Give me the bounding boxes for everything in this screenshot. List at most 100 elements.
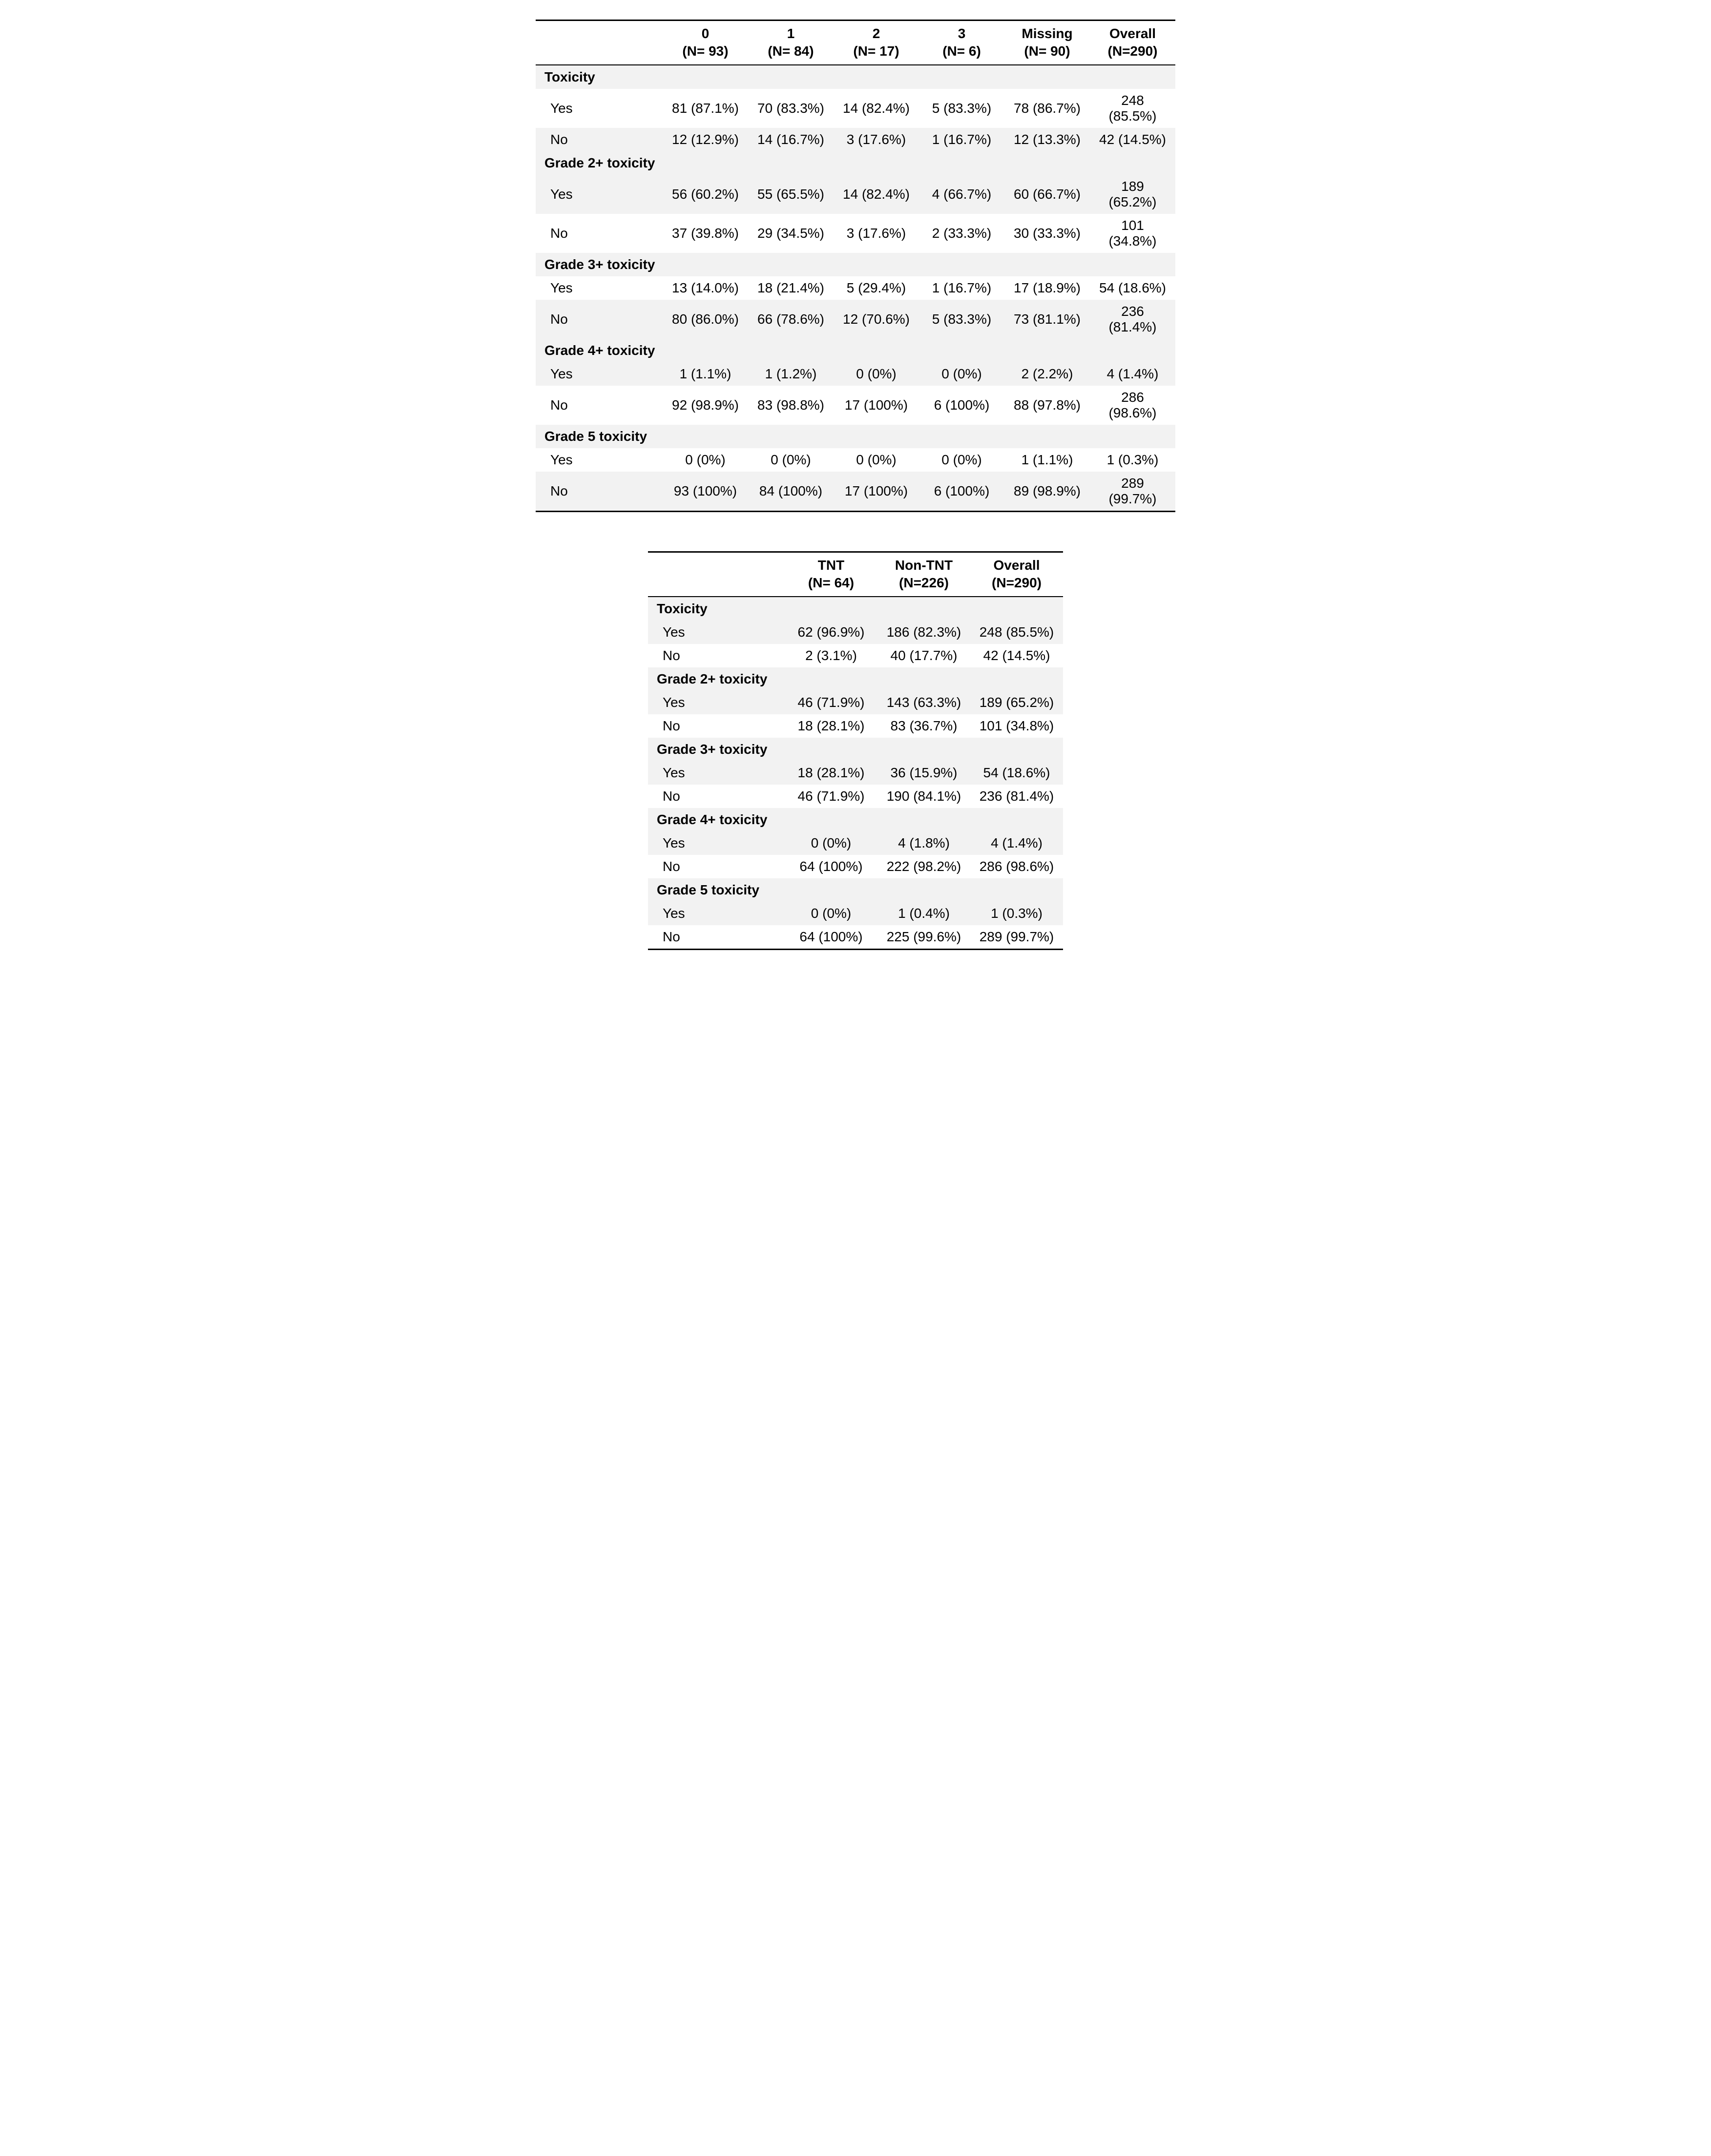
column-header: 0(N= 93): [663, 21, 748, 65]
data-cell: 1 (16.7%): [919, 276, 1004, 300]
data-cell: 2 (33.3%): [919, 214, 1004, 253]
table-row: Yes62 (96.9%)186 (82.3%)248 (85.5%): [648, 621, 1063, 644]
row-label: Yes: [648, 902, 785, 925]
row-label: Yes: [536, 448, 663, 472]
data-cell: 190 (84.1%): [877, 785, 970, 808]
row-label: No: [648, 714, 785, 738]
data-cell: 55 (65.5%): [748, 175, 834, 214]
data-cell: 186 (82.3%): [877, 621, 970, 644]
data-cell: 248 (85.5%): [1090, 89, 1175, 128]
data-cell: 83 (36.7%): [877, 714, 970, 738]
data-cell: 1 (16.7%): [919, 128, 1004, 151]
data-cell: 4 (1.4%): [1090, 362, 1175, 386]
data-cell: 18 (21.4%): [748, 276, 834, 300]
section-title: Grade 4+ toxicity: [536, 339, 1175, 362]
table-row: No18 (28.1%)83 (36.7%)101 (34.8%): [648, 714, 1063, 738]
data-cell: 1 (0.4%): [877, 902, 970, 925]
table-1-container: 0(N= 93)1(N= 84)2(N= 17)3(N= 6)Missing(N…: [10, 20, 1701, 512]
table-row: No46 (71.9%)190 (84.1%)236 (81.4%): [648, 785, 1063, 808]
header-line2: (N=226): [899, 575, 949, 590]
column-header: TNT(N= 64): [785, 552, 877, 596]
header-line1: Overall: [1109, 26, 1156, 41]
data-cell: 6 (100%): [919, 472, 1004, 512]
data-cell: 248 (85.5%): [970, 621, 1063, 644]
data-cell: 29 (34.5%): [748, 214, 834, 253]
data-cell: 143 (63.3%): [877, 691, 970, 714]
header-line1: 2: [873, 26, 880, 41]
data-cell: 14 (82.4%): [834, 89, 919, 128]
data-cell: 222 (98.2%): [877, 855, 970, 878]
data-cell: 60 (66.7%): [1004, 175, 1090, 214]
data-cell: 1 (0.3%): [970, 902, 1063, 925]
data-cell: 14 (16.7%): [748, 128, 834, 151]
row-label: Yes: [648, 691, 785, 714]
data-cell: 1 (0.3%): [1090, 448, 1175, 472]
column-header: Non-TNT (N=226): [877, 552, 970, 596]
data-cell: 189 (65.2%): [970, 691, 1063, 714]
row-label: Yes: [536, 175, 663, 214]
data-cell: 12 (70.6%): [834, 300, 919, 339]
data-cell: 42 (14.5%): [1090, 128, 1175, 151]
data-cell: 0 (0%): [663, 448, 748, 472]
data-cell: 12 (13.3%): [1004, 128, 1090, 151]
header-line1: Overall: [994, 558, 1040, 573]
header-line1: 3: [958, 26, 966, 41]
data-cell: 37 (39.8%): [663, 214, 748, 253]
data-cell: 12 (12.9%): [663, 128, 748, 151]
header-line2: (N=290): [1108, 43, 1158, 59]
data-cell: 5 (83.3%): [919, 300, 1004, 339]
section-title: Toxicity: [648, 597, 1063, 621]
data-cell: 73 (81.1%): [1004, 300, 1090, 339]
data-cell: 78 (86.7%): [1004, 89, 1090, 128]
data-cell: 64 (100%): [785, 855, 877, 878]
data-cell: 14 (82.4%): [834, 175, 919, 214]
data-cell: 46 (71.9%): [785, 691, 877, 714]
row-label: No: [648, 925, 785, 950]
data-cell: 62 (96.9%): [785, 621, 877, 644]
data-cell: 89 (98.9%): [1004, 472, 1090, 512]
row-label: Yes: [648, 831, 785, 855]
table-row: Yes1 (1.1%)1 (1.2%)0 (0%)0 (0%)2 (2.2%)4…: [536, 362, 1175, 386]
table-row: Yes18 (28.1%)36 (15.9%)54 (18.6%): [648, 761, 1063, 785]
data-cell: 92 (98.9%): [663, 386, 748, 425]
table-row: Yes13 (14.0%)18 (21.4%)5 (29.4%)1 (16.7%…: [536, 276, 1175, 300]
data-cell: 1 (1.2%): [748, 362, 834, 386]
data-cell: 80 (86.0%): [663, 300, 748, 339]
data-cell: 66 (78.6%): [748, 300, 834, 339]
toxicity-table-1: 0(N= 93)1(N= 84)2(N= 17)3(N= 6)Missing(N…: [536, 20, 1175, 512]
data-cell: 40 (17.7%): [877, 644, 970, 667]
row-label: No: [648, 644, 785, 667]
data-cell: 5 (83.3%): [919, 89, 1004, 128]
section-title: Grade 4+ toxicity: [648, 808, 1063, 831]
header-line1: 1: [787, 26, 795, 41]
data-cell: 5 (29.4%): [834, 276, 919, 300]
header-line2: (N= 84): [768, 43, 814, 59]
data-cell: 84 (100%): [748, 472, 834, 512]
data-cell: 54 (18.6%): [1090, 276, 1175, 300]
data-cell: 4 (66.7%): [919, 175, 1004, 214]
table-row: No64 (100%)225 (99.6%)289 (99.7%): [648, 925, 1063, 950]
data-cell: 4 (1.4%): [970, 831, 1063, 855]
header-line2: (N= 6): [942, 43, 981, 59]
row-label: No: [536, 386, 663, 425]
toxicity-table-2: TNT(N= 64)Non-TNT(N=226)Overall(N=290)To…: [648, 551, 1063, 950]
data-cell: 93 (100%): [663, 472, 748, 512]
data-cell: 101 (34.8%): [970, 714, 1063, 738]
table-row: Yes56 (60.2%)55 (65.5%)14 (82.4%)4 (66.7…: [536, 175, 1175, 214]
data-cell: 42 (14.5%): [970, 644, 1063, 667]
header-line1: TNT: [818, 558, 844, 573]
table-row: No64 (100%)222 (98.2%)286 (98.6%): [648, 855, 1063, 878]
data-cell: 1 (1.1%): [1004, 448, 1090, 472]
data-cell: 289 (99.7%): [970, 925, 1063, 950]
header-line1: Non-TNT: [895, 558, 953, 573]
section-title: Grade 3+ toxicity: [536, 253, 1175, 276]
section-title: Grade 3+ toxicity: [648, 738, 1063, 761]
data-cell: 101 (34.8%): [1090, 214, 1175, 253]
data-cell: 0 (0%): [834, 448, 919, 472]
data-cell: 236 (81.4%): [970, 785, 1063, 808]
section-title: Toxicity: [536, 65, 1175, 89]
header-line2: (N= 17): [853, 43, 899, 59]
data-cell: 70 (83.3%): [748, 89, 834, 128]
data-cell: 30 (33.3%): [1004, 214, 1090, 253]
table-row: No12 (12.9%)14 (16.7%)3 (17.6%)1 (16.7%)…: [536, 128, 1175, 151]
